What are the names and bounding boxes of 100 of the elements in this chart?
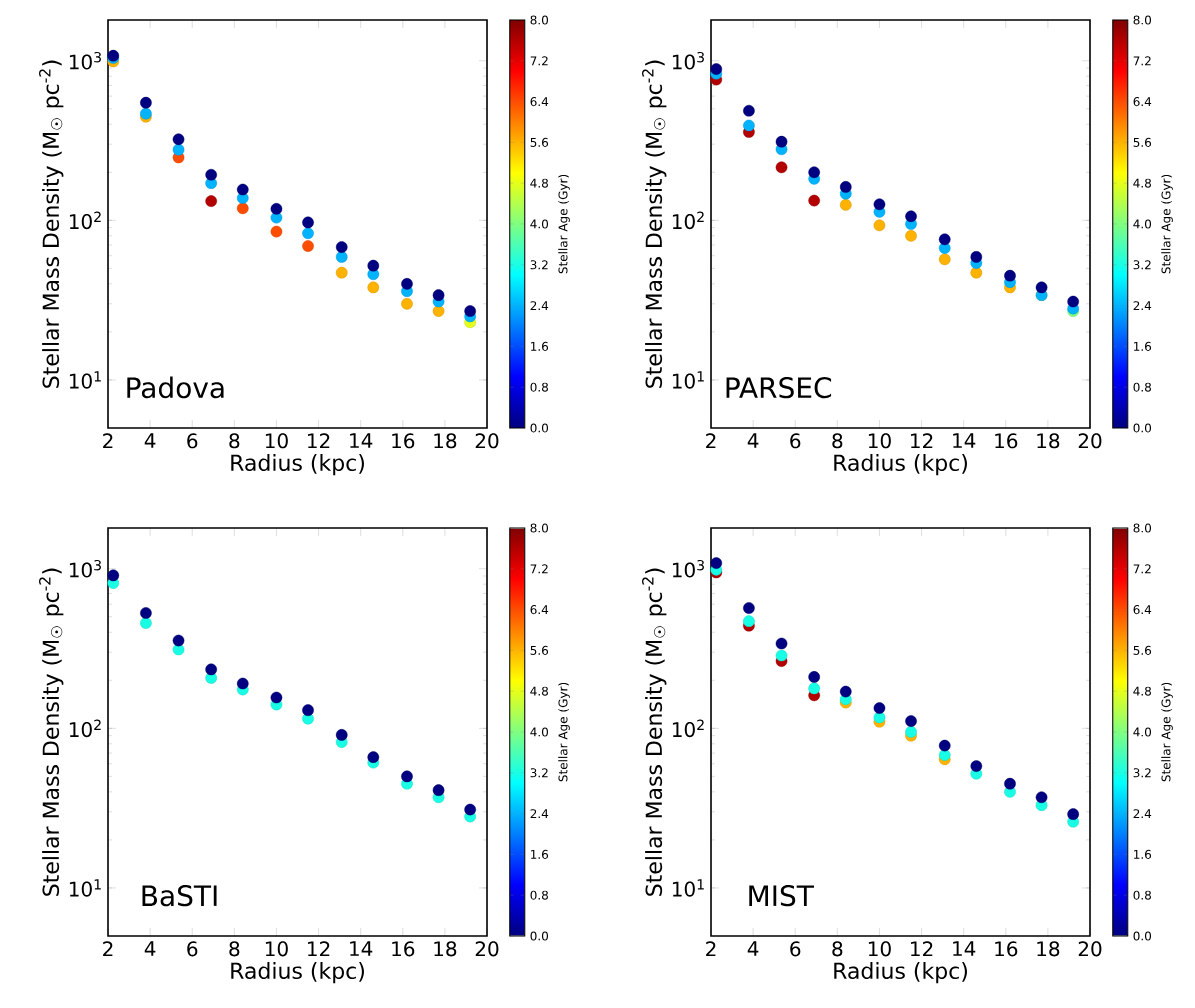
x-tick-label: 8 bbox=[229, 941, 240, 957]
color-bar-label: 1.6 bbox=[1134, 849, 1152, 859]
color-bar-label: 0.8 bbox=[530, 890, 548, 900]
x-tick-label: 14 bbox=[350, 941, 373, 956]
text: MIST bbox=[749, 885, 814, 907]
text: Padova bbox=[127, 376, 224, 399]
y-tick-label: 10$^{3}$ bbox=[672, 51, 704, 70]
y-axis-title: Stellar Mass Density (M$_{☉}$ pc$^{-2}$) bbox=[642, 568, 667, 896]
x-tick-label: 8 bbox=[229, 433, 240, 449]
color-bar-label: 8.0 bbox=[530, 523, 549, 533]
color-bar-label: 8.0 bbox=[1133, 15, 1152, 25]
x-tick-label: 12 bbox=[308, 941, 330, 957]
color-bar-label: 3.2 bbox=[1133, 768, 1151, 778]
color-bar-label: 4.8 bbox=[1133, 686, 1151, 696]
color-bar-label: 4.0 bbox=[530, 727, 549, 737]
color-bar-label: 3.2 bbox=[1133, 260, 1151, 270]
y-tick-label: 10$^{1}$ bbox=[69, 879, 101, 897]
color-bar-label: 8.0 bbox=[1133, 523, 1152, 533]
color-bar-title: Stellar Age (Gyr) bbox=[558, 174, 570, 274]
color-bar-label: 4.0 bbox=[530, 219, 549, 229]
x-tick-label: 2 bbox=[706, 433, 716, 449]
color-bar-label: 6.4 bbox=[530, 97, 549, 107]
x-tick-label: 6 bbox=[187, 433, 198, 449]
color-bar-label: 4.8 bbox=[530, 178, 548, 188]
color-bar-label: 6.4 bbox=[530, 605, 549, 615]
y-tick-label: 10$^{1}$ bbox=[672, 879, 704, 897]
x-tick-label: 16 bbox=[995, 941, 1018, 957]
color-bar-label: 1.6 bbox=[531, 341, 549, 351]
y-tick-label: 10$^{2}$ bbox=[672, 719, 704, 738]
y-axis-title: Stellar Mass Density (M$_{☉}$ pc$^{-2}$) bbox=[39, 568, 64, 896]
color-bar-title: Stellar Age (Gyr) bbox=[1161, 174, 1173, 274]
color-bar-label: 4.0 bbox=[1133, 219, 1152, 229]
color-bar-label: 6.4 bbox=[1133, 97, 1152, 107]
x-tick-label: 14 bbox=[350, 433, 373, 448]
text: PARSEC bbox=[726, 377, 832, 399]
color-bar-label: 0.0 bbox=[1133, 931, 1152, 941]
color-bar-label: 4.8 bbox=[530, 686, 548, 696]
y-tick-label: 10$^{1}$ bbox=[69, 371, 101, 389]
x-tick-label: 6 bbox=[187, 941, 198, 957]
x-tick-label: 20 bbox=[1078, 433, 1102, 449]
color-bar-label: 5.6 bbox=[530, 645, 549, 655]
color-bar-label: 2.4 bbox=[1133, 301, 1152, 311]
color-bar-label: 8.0 bbox=[530, 15, 549, 25]
x-tick-label: 18 bbox=[1037, 941, 1060, 957]
x-axis-title: Radius (kpc) bbox=[231, 962, 364, 984]
x-tick-label: 14 bbox=[953, 433, 976, 448]
x-tick-label: 4 bbox=[747, 941, 759, 956]
x-tick-label: 10 bbox=[265, 433, 288, 449]
x-tick-label: 20 bbox=[475, 433, 499, 449]
x-tick-label: 8 bbox=[832, 941, 843, 957]
color-bar-title: Stellar Age (Gyr) bbox=[1161, 682, 1173, 782]
x-tick-label: 12 bbox=[911, 941, 933, 957]
color-bar-label: 2.4 bbox=[530, 809, 549, 819]
color-bar-label: 0.8 bbox=[530, 382, 548, 392]
y-axis-title: Stellar Mass Density (M$_{☉}$ pc$^{-2}$) bbox=[642, 60, 667, 388]
color-bar-label: 2.4 bbox=[530, 301, 549, 311]
color-bar-label: 4.8 bbox=[1133, 178, 1151, 188]
x-tick-label: 6 bbox=[790, 433, 801, 449]
y-axis-title: Stellar Mass Density (M$_{☉}$ pc$^{-2}$) bbox=[39, 60, 64, 388]
y-tick-label: 10$^{2}$ bbox=[69, 211, 101, 230]
color-bar-label: 7.2 bbox=[530, 56, 548, 66]
x-tick-label: 16 bbox=[392, 433, 415, 449]
color-bar-label: 1.6 bbox=[1134, 341, 1152, 351]
color-bar-label: 0.8 bbox=[1133, 382, 1151, 392]
y-tick-label: 10$^{2}$ bbox=[69, 719, 101, 738]
x-tick-label: 20 bbox=[475, 941, 499, 957]
color-bar-label: 0.8 bbox=[1133, 890, 1151, 900]
color-bar-label: 1.6 bbox=[531, 849, 549, 859]
x-tick-label: 6 bbox=[790, 941, 801, 957]
color-bar-label: 7.2 bbox=[1133, 56, 1151, 66]
color-bar-title: Stellar Age (Gyr) bbox=[558, 682, 570, 782]
color-bar-label: 0.0 bbox=[1133, 423, 1152, 433]
x-tick-label: 4 bbox=[747, 433, 759, 448]
color-bar-label: 4.0 bbox=[1133, 727, 1152, 737]
x-tick-label: 16 bbox=[392, 941, 415, 957]
x-tick-label: 12 bbox=[911, 433, 933, 449]
y-tick-label: 10$^{3}$ bbox=[672, 559, 704, 578]
color-bar-label: 3.2 bbox=[530, 768, 548, 778]
x-axis-title: Radius (kpc) bbox=[231, 454, 364, 476]
color-bar-label: 2.4 bbox=[1133, 809, 1152, 819]
x-axis-title: Radius (kpc) bbox=[834, 962, 967, 984]
color-bar-label: 3.2 bbox=[530, 260, 548, 270]
color-bar-label: 5.6 bbox=[530, 137, 549, 147]
x-tick-label: 10 bbox=[265, 941, 288, 957]
color-bar-label: 5.6 bbox=[1133, 645, 1152, 655]
x-tick-label: 16 bbox=[995, 433, 1018, 449]
x-tick-label: 18 bbox=[434, 941, 457, 957]
x-tick-label: 2 bbox=[706, 941, 716, 957]
text: BaSTI bbox=[142, 885, 217, 907]
x-tick-label: 2 bbox=[103, 433, 113, 449]
x-tick-label: 10 bbox=[868, 941, 891, 957]
color-bar-label: 0.0 bbox=[530, 931, 549, 941]
x-tick-label: 4 bbox=[144, 433, 156, 448]
color-bar-label: 5.6 bbox=[1133, 137, 1152, 147]
color-bar-label: 7.2 bbox=[1133, 564, 1151, 574]
x-tick-label: 12 bbox=[308, 433, 330, 449]
y-tick-label: 10$^{3}$ bbox=[69, 51, 101, 70]
x-tick-label: 4 bbox=[144, 941, 156, 956]
x-tick-label: 8 bbox=[832, 433, 843, 449]
x-tick-label: 18 bbox=[1037, 433, 1060, 449]
